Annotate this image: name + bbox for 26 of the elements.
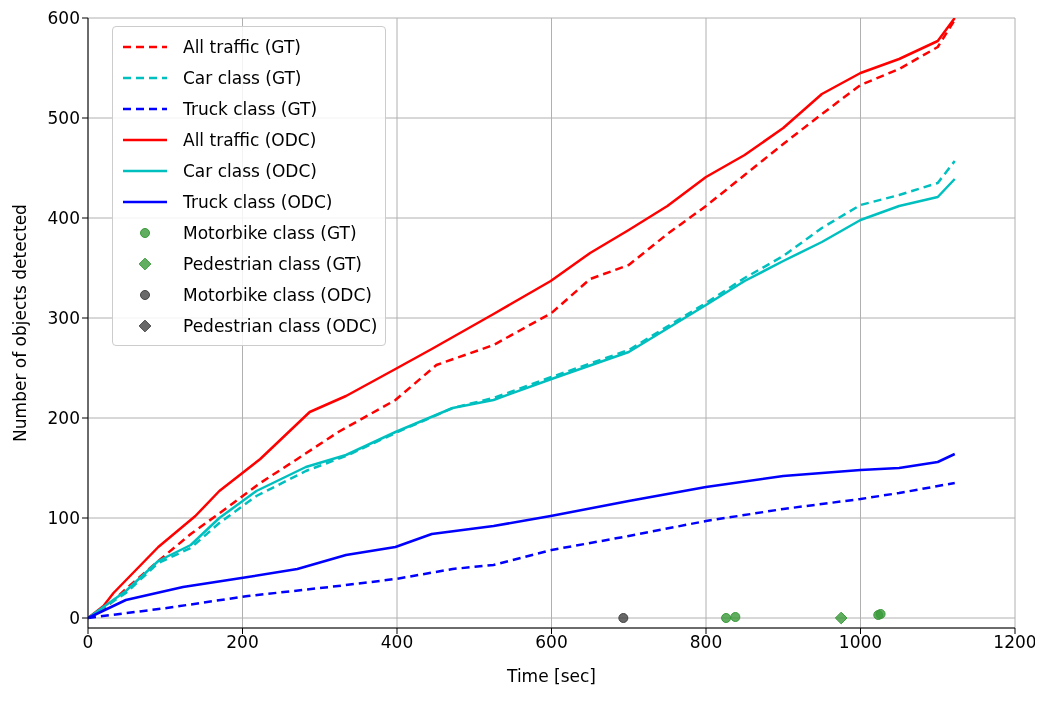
x-tick-label: 0 xyxy=(82,632,94,653)
y-tick-label: 0 xyxy=(69,608,80,629)
legend-label: Truck class (GT) xyxy=(183,98,318,119)
legend-label: Pedestrian class (ODC) xyxy=(183,315,378,336)
y-tick-label: 200 xyxy=(47,408,80,429)
x-tick-label: 400 xyxy=(380,632,414,653)
y-tick-label: 600 xyxy=(47,8,80,29)
legend-label: Motorbike class (GT) xyxy=(183,222,357,243)
y-tick-label: 100 xyxy=(47,508,80,529)
legend-label: All traffic (GT) xyxy=(183,36,301,57)
x-axis-title: Time [sec] xyxy=(506,666,596,687)
y-tick-label: 400 xyxy=(47,208,80,229)
legend-label: Truck class (ODC) xyxy=(183,191,333,212)
legend-label: Car class (GT) xyxy=(183,67,302,88)
x-tick-label: 1200 xyxy=(993,632,1037,653)
legend-label: Car class (ODC) xyxy=(183,160,317,181)
x-tick-label: 800 xyxy=(689,632,723,653)
x-tick-label: 600 xyxy=(535,632,568,653)
legend-label: Motorbike class (ODC) xyxy=(183,284,372,305)
x-tick-label: 200 xyxy=(226,632,259,653)
legend-label: Pedestrian class (GT) xyxy=(183,253,363,274)
x-tick-label: 1000 xyxy=(838,632,883,653)
legend-label: All traffic (ODC) xyxy=(183,129,317,150)
y-axis-title: Number of objects detected xyxy=(10,204,31,442)
y-tick-label: 300 xyxy=(47,308,80,329)
y-tick-label: 500 xyxy=(47,108,80,129)
